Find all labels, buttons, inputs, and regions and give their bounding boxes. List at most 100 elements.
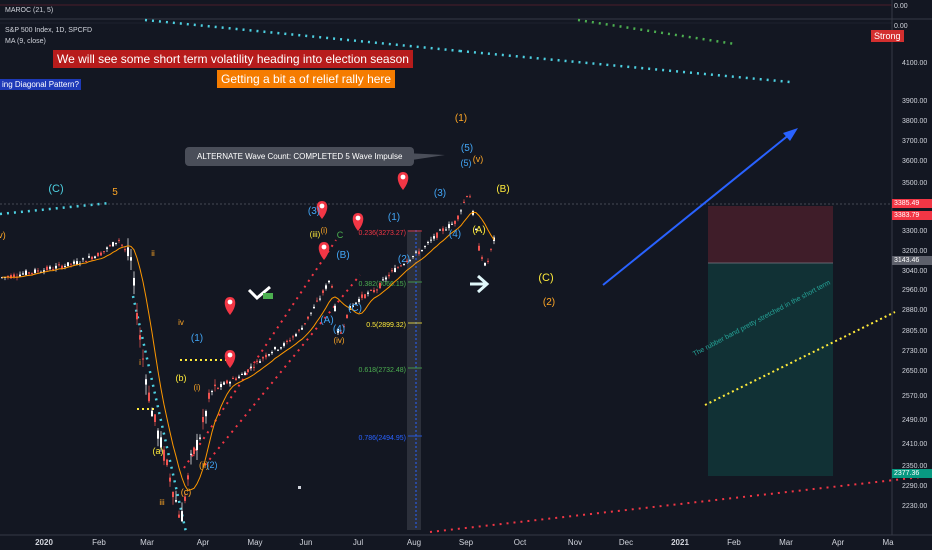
- price-tick-label: 2570.00: [902, 393, 927, 400]
- candle-body: [430, 239, 432, 241]
- candle-body: [121, 244, 123, 246]
- candle-body: [409, 259, 411, 261]
- candle-body: [112, 242, 114, 247]
- candle-body: [313, 306, 315, 309]
- time-tick-label: Nov: [568, 538, 582, 547]
- candle-body: [403, 264, 405, 266]
- candle-body: [397, 267, 399, 269]
- candle-body: [391, 270, 393, 272]
- time-tick-label: Oct: [514, 538, 527, 547]
- candle-body: [220, 384, 222, 387]
- candle-body: [262, 357, 264, 359]
- diagonal-pattern-banner[interactable]: ing Diagonal Pattern?: [0, 79, 81, 90]
- position-profit-zone[interactable]: [708, 206, 833, 263]
- candle-body: [172, 491, 174, 498]
- diagonal-upper-line[interactable]: [183, 239, 337, 469]
- candle-body: [250, 366, 252, 368]
- candle-body: [244, 372, 246, 376]
- candle-body: [76, 261, 78, 265]
- price-tick-label: 2490.00: [902, 417, 927, 424]
- candle-body: [190, 453, 192, 455]
- projection-arrow-head: [783, 128, 798, 141]
- candle-body: [127, 247, 129, 257]
- oscillator-pane: [0, 0, 892, 19]
- candle-body: [256, 360, 258, 362]
- wave-label-i-paren: (i): [193, 383, 200, 392]
- candle-body: [322, 290, 324, 293]
- oscillator-legend[interactable]: MAROC (21, 5): [5, 7, 54, 14]
- time-tick-label: 2021: [671, 538, 689, 547]
- candle-body: [268, 354, 270, 356]
- candle-body: [310, 312, 312, 314]
- wave-label-A-paren: (A): [472, 225, 485, 236]
- bottom-support-line[interactable]: [429, 475, 931, 533]
- price-tick-label: 2805.00: [902, 328, 927, 335]
- price-tick-label: 3500.00: [902, 180, 927, 187]
- candle-body: [466, 196, 468, 198]
- candle-body: [184, 496, 186, 501]
- wave-label-i: i: [139, 358, 141, 367]
- symbol-legend[interactable]: S&P 500 Index, 1D, SPCFD: [5, 27, 93, 34]
- candle-body: [487, 260, 489, 262]
- position-risk-zone[interactable]: [708, 263, 833, 476]
- wave-label-five-paren: (5): [461, 143, 473, 154]
- candle-body: [265, 354, 267, 358]
- yellow-channel-line[interactable]: [704, 311, 896, 406]
- volatility-banner[interactable]: We will see some short term volatility h…: [53, 50, 413, 68]
- candle-body: [70, 263, 72, 265]
- candle-body: [421, 249, 423, 252]
- candle-body: [484, 262, 486, 266]
- candle-body: [211, 391, 213, 393]
- price-tick-label: 2290.00: [902, 483, 927, 490]
- candle-body: [298, 329, 300, 331]
- candle-body: [94, 256, 96, 258]
- time-tick-label: Dec: [619, 538, 633, 547]
- price-tick-label: 3900.00: [902, 98, 927, 105]
- relief-banner[interactable]: Getting a bit a of relief rally here: [217, 70, 396, 88]
- alternate-count-callout[interactable]: ALTERNATE Wave Count: COMPLETED 5 Wave I…: [185, 147, 415, 166]
- candle-body: [25, 270, 27, 275]
- time-axis[interactable]: 2020 Feb Mar Apr May Jun Jul Aug Sep Oct Nov Dec 202…: [35, 538, 894, 547]
- projection-arrow-line[interactable]: [602, 133, 791, 286]
- candle-body: [202, 416, 204, 423]
- left-trendline[interactable]: [0, 201, 111, 216]
- candle-body: [226, 380, 228, 384]
- price-box-stop: 2377.36: [892, 469, 932, 478]
- price-axis[interactable]: 4100.00 3900.00 3800.00 3700.00 3600.00 3500.…: [902, 60, 927, 510]
- candle-body: [235, 378, 237, 381]
- green-trendline[interactable]: [577, 18, 736, 46]
- wave-label-c-small: (c): [181, 487, 192, 497]
- price-tick-label: 2880.00: [902, 307, 927, 314]
- time-tick-label: Sep: [459, 538, 474, 547]
- candle-body: [103, 251, 105, 253]
- candle-body: [259, 361, 261, 363]
- price-tick-label: 4100.00: [902, 60, 927, 67]
- candle-body: [160, 437, 162, 448]
- price-tick-label: 2230.00: [902, 503, 927, 510]
- time-tick-label: Jun: [300, 538, 313, 547]
- candle-body: [55, 265, 57, 269]
- candle-body: [97, 252, 99, 257]
- upper-resistance-trendline-extension[interactable]: [459, 49, 791, 84]
- strong-label[interactable]: Strong: [871, 30, 904, 42]
- time-tick-label: Mar: [140, 538, 154, 547]
- wave-label-three-paren: (3): [308, 206, 320, 217]
- candles: [1, 194, 495, 522]
- candle-body: [28, 272, 30, 274]
- ma-legend[interactable]: MA (9, close): [5, 38, 46, 45]
- candle-body: [295, 334, 297, 337]
- price-tick-label: 3600.00: [902, 158, 927, 165]
- candle-body: [436, 232, 438, 238]
- candle-body: [355, 302, 357, 304]
- candle-body: [181, 511, 183, 522]
- time-tick-label: Apr: [832, 538, 845, 547]
- candle-body: [253, 366, 255, 368]
- fib-label: 0.786(2494.95): [359, 435, 406, 442]
- time-tick-label: 2020: [35, 538, 53, 547]
- upper-resistance-trendline[interactable]: [144, 18, 461, 53]
- candle-body: [361, 294, 363, 298]
- crash-trendline[interactable]: [131, 295, 188, 533]
- wave-label-ii-paren: (ii): [199, 460, 209, 470]
- wave-label-B-blue: (B): [336, 250, 349, 261]
